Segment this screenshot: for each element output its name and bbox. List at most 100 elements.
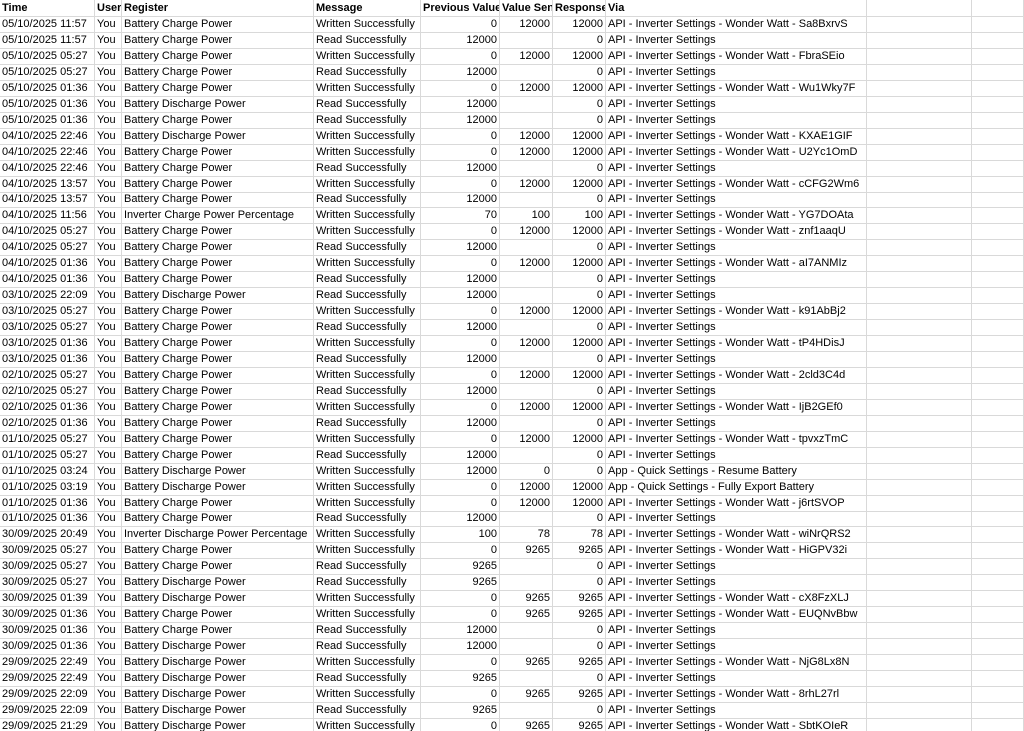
table-cell: Battery Charge Power — [122, 559, 314, 576]
table-cell: 02/10/2025 05:27 — [0, 383, 95, 400]
table-cell — [867, 623, 972, 640]
table-cell: 9265 — [553, 718, 606, 731]
table-cell: Written Successfully — [314, 48, 421, 65]
table-cell: 9265 — [553, 543, 606, 560]
table-cell — [500, 575, 553, 592]
table-cell — [972, 575, 1024, 592]
table-cell: 0 — [421, 336, 500, 352]
table-cell: 04/10/2025 22:46 — [0, 160, 95, 177]
table-cell: 30/09/2025 05:27 — [0, 559, 95, 576]
table-cell: 12000 — [421, 112, 500, 129]
table-cell: 0 — [553, 670, 606, 687]
table-cell: Battery Discharge Power — [122, 718, 314, 731]
table-cell: Written Successfully — [314, 176, 421, 193]
table-cell: Battery Discharge Power — [122, 670, 314, 687]
table-cell — [972, 383, 1024, 400]
table-cell: Written Successfully — [314, 256, 421, 273]
table-cell: Written Successfully — [314, 224, 421, 241]
table-cell: You — [95, 495, 122, 512]
table-cell: You — [95, 367, 122, 384]
table-cell: API - Inverter Settings — [606, 623, 867, 640]
table-cell: Battery Charge Power — [122, 160, 314, 177]
table-cell: API - Inverter Settings — [606, 702, 867, 719]
table-cell: Battery Discharge Power — [122, 655, 314, 671]
table-cell: 12000 — [500, 256, 553, 273]
table-cell: 04/10/2025 05:27 — [0, 240, 95, 257]
table-cell — [972, 160, 1024, 177]
table-cell — [500, 511, 553, 528]
table-cell — [867, 543, 972, 560]
table-cell: Inverter Charge Power Percentage — [122, 208, 314, 225]
table-cell: You — [95, 288, 122, 305]
table-cell: You — [95, 176, 122, 193]
table-cell: Battery Charge Power — [122, 17, 314, 33]
table-cell: API - Inverter Settings - Wonder Watt - … — [606, 686, 867, 703]
table-cell: 29/09/2025 22:49 — [0, 655, 95, 671]
table-cell: 12000 — [500, 224, 553, 241]
table-cell: 01/10/2025 03:19 — [0, 479, 95, 496]
table-cell: API - Inverter Settings — [606, 288, 867, 305]
table-cell — [972, 224, 1024, 241]
table-cell: 70 — [421, 208, 500, 225]
table-cell — [500, 112, 553, 129]
table-cell: 12000 — [421, 64, 500, 81]
table-cell — [867, 655, 972, 671]
table-cell: 0 — [553, 559, 606, 576]
table-cell: Battery Charge Power — [122, 240, 314, 257]
table-cell: 30/09/2025 05:27 — [0, 543, 95, 560]
table-cell — [867, 702, 972, 719]
table-cell: 0 — [553, 575, 606, 592]
table-cell: Battery Charge Power — [122, 447, 314, 464]
table-cell: Read Successfully — [314, 160, 421, 177]
header-cell — [972, 0, 1024, 17]
table-cell: 04/10/2025 22:46 — [0, 128, 95, 145]
table-cell: You — [95, 686, 122, 703]
table-cell: Read Successfully — [314, 112, 421, 129]
table-cell — [867, 80, 972, 97]
table-cell: 30/09/2025 01:39 — [0, 591, 95, 608]
table-cell: API - Inverter Settings - Wonder Watt - … — [606, 495, 867, 512]
table-cell — [972, 208, 1024, 225]
table-cell: 12000 — [553, 144, 606, 161]
table-cell: 03/10/2025 01:36 — [0, 336, 95, 352]
table-cell: 0 — [421, 479, 500, 496]
table-cell: API - Inverter Settings - Wonder Watt - … — [606, 256, 867, 273]
table-cell: You — [95, 128, 122, 145]
table-cell: 12000 — [500, 495, 553, 512]
table-cell: 9265 — [421, 559, 500, 576]
table-cell — [867, 320, 972, 337]
table-cell: 0 — [553, 288, 606, 305]
table-cell: 12000 — [500, 128, 553, 145]
table-cell: 01/10/2025 05:27 — [0, 431, 95, 448]
table-cell: 0 — [421, 144, 500, 161]
table-cell — [500, 32, 553, 49]
table-cell: Battery Charge Power — [122, 32, 314, 49]
table-cell — [867, 128, 972, 145]
table-cell: You — [95, 511, 122, 528]
table-cell: 0 — [553, 351, 606, 368]
table-cell: Read Successfully — [314, 511, 421, 528]
table-cell — [867, 176, 972, 193]
table-cell: API - Inverter Settings — [606, 320, 867, 337]
table-cell — [972, 447, 1024, 464]
table-cell: 12000 — [500, 336, 553, 352]
table-cell: 0 — [553, 623, 606, 640]
table-cell: Battery Discharge Power — [122, 686, 314, 703]
table-cell: 0 — [553, 64, 606, 81]
table-cell: 12000 — [500, 367, 553, 384]
table-cell: 12000 — [553, 479, 606, 496]
table-cell — [867, 17, 972, 33]
table-cell — [972, 128, 1024, 145]
table-cell — [500, 559, 553, 576]
table-cell: You — [95, 336, 122, 352]
table-cell — [972, 559, 1024, 576]
table-cell — [867, 463, 972, 480]
table-cell: API - Inverter Settings - Wonder Watt - … — [606, 208, 867, 225]
table-cell: 03/10/2025 05:27 — [0, 304, 95, 321]
table-cell: 12000 — [421, 192, 500, 209]
table-cell — [972, 144, 1024, 161]
table-cell — [500, 192, 553, 209]
table-cell — [500, 288, 553, 305]
table-cell — [867, 495, 972, 512]
